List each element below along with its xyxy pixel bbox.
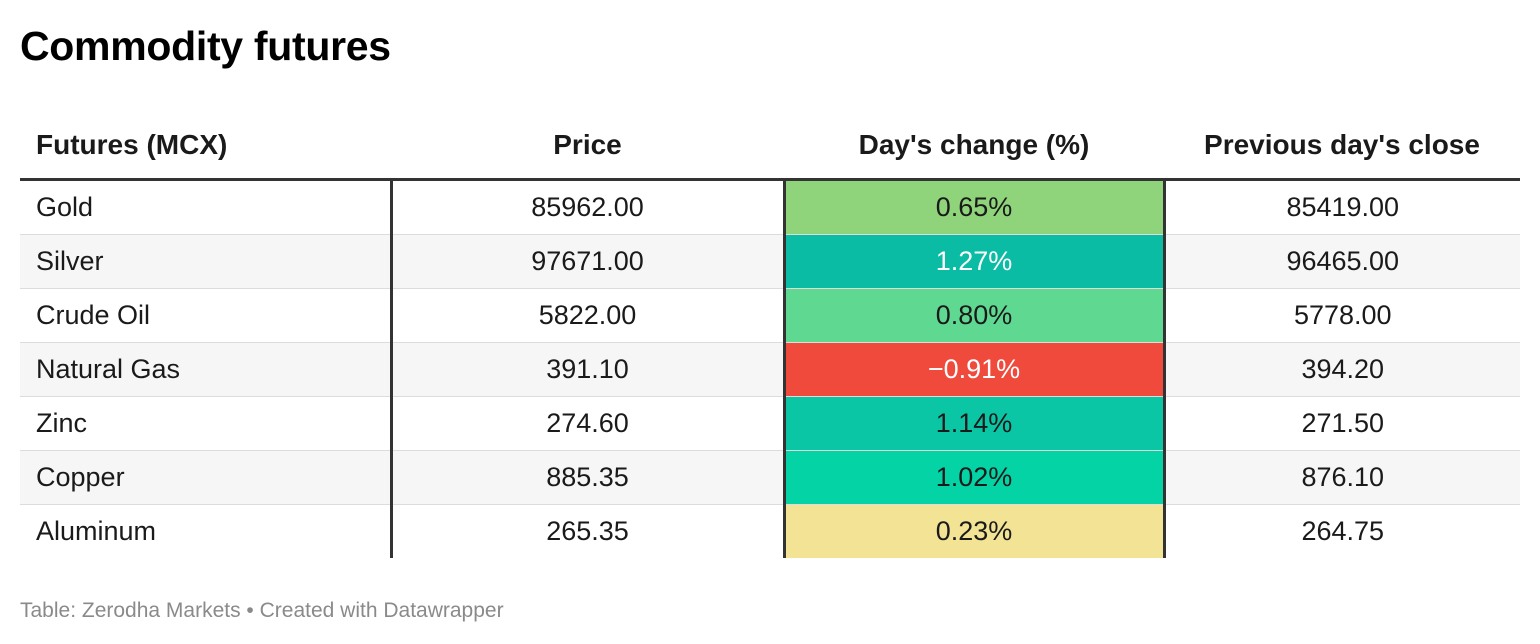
commodity-name-cell: Copper [20,450,391,505]
prev-close-cell: 85419.00 [1162,179,1520,235]
table-row: Zinc 274.60 1.14% 271.50 [20,396,1520,451]
prev-close-cell: 264.75 [1162,504,1520,558]
change-cell: 0.23% [782,504,1164,558]
column-header-change[interactable]: Day's change (%) [784,112,1164,181]
change-cell: 1.14% [782,396,1164,451]
table-row: Aluminum 265.35 0.23% 264.75 [20,504,1520,558]
column-header-price[interactable]: Price [391,112,784,181]
commodity-name-cell: Zinc [20,396,391,451]
table-row: Gold 85962.00 0.65% 85419.00 [20,179,1520,235]
table-body: Gold 85962.00 0.65% 85419.00 Silver 9767… [20,179,1520,558]
price-cell: 5822.00 [389,288,784,343]
change-cell: 1.27% [782,234,1164,289]
commodity-name-cell: Aluminum [36,516,157,546]
change-cell: 0.80% [782,288,1164,343]
prev-close-cell: 5778.00 [1162,288,1520,343]
price-cell: 265.35 [389,504,784,558]
commodity-name-cell: Natural Gas [20,342,391,397]
change-cell: −0.91% [782,342,1164,397]
page-title: Commodity futures [20,23,391,69]
prev-close-cell: 271.50 [1162,396,1520,451]
table-row: Crude Oil 5822.00 0.80% 5778.00 [20,288,1520,343]
price-cell: 274.60 [389,396,784,451]
column-header-futures[interactable]: Futures (MCX) [20,112,391,181]
column-header-prev-close[interactable]: Previous day's close [1164,112,1520,181]
commodity-name-cell: Silver [20,234,391,289]
price-cell: 97671.00 [389,234,784,289]
prev-close-cell: 96465.00 [1162,234,1520,289]
commodity-name-cell: Gold [20,179,391,235]
table-header-row: Futures (MCX) Price Day's change (%) Pre… [20,112,1520,181]
prev-close-cell: 876.10 [1162,450,1520,505]
price-cell: 85962.00 [389,179,784,235]
price-cell: 391.10 [389,342,784,397]
prev-close-cell: 394.20 [1162,342,1520,397]
table-row: Silver 97671.00 1.27% 96465.00 [20,234,1520,289]
price-cell: 885.35 [389,450,784,505]
table-row: Natural Gas 391.10 −0.91% 394.20 [20,342,1520,397]
change-cell: 0.65% [782,179,1164,235]
table-row: Copper 885.35 1.02% 876.10 [20,450,1520,505]
commodity-table-container: Futures (MCX) Price Day's change (%) Pre… [20,112,1520,558]
source-footer: Table: Zerodha Markets • Created with Da… [20,599,504,622]
commodity-table: Futures (MCX) Price Day's change (%) Pre… [20,112,1520,558]
change-cell: 1.02% [782,450,1164,505]
commodity-name-cell: Crude Oil [20,288,391,343]
